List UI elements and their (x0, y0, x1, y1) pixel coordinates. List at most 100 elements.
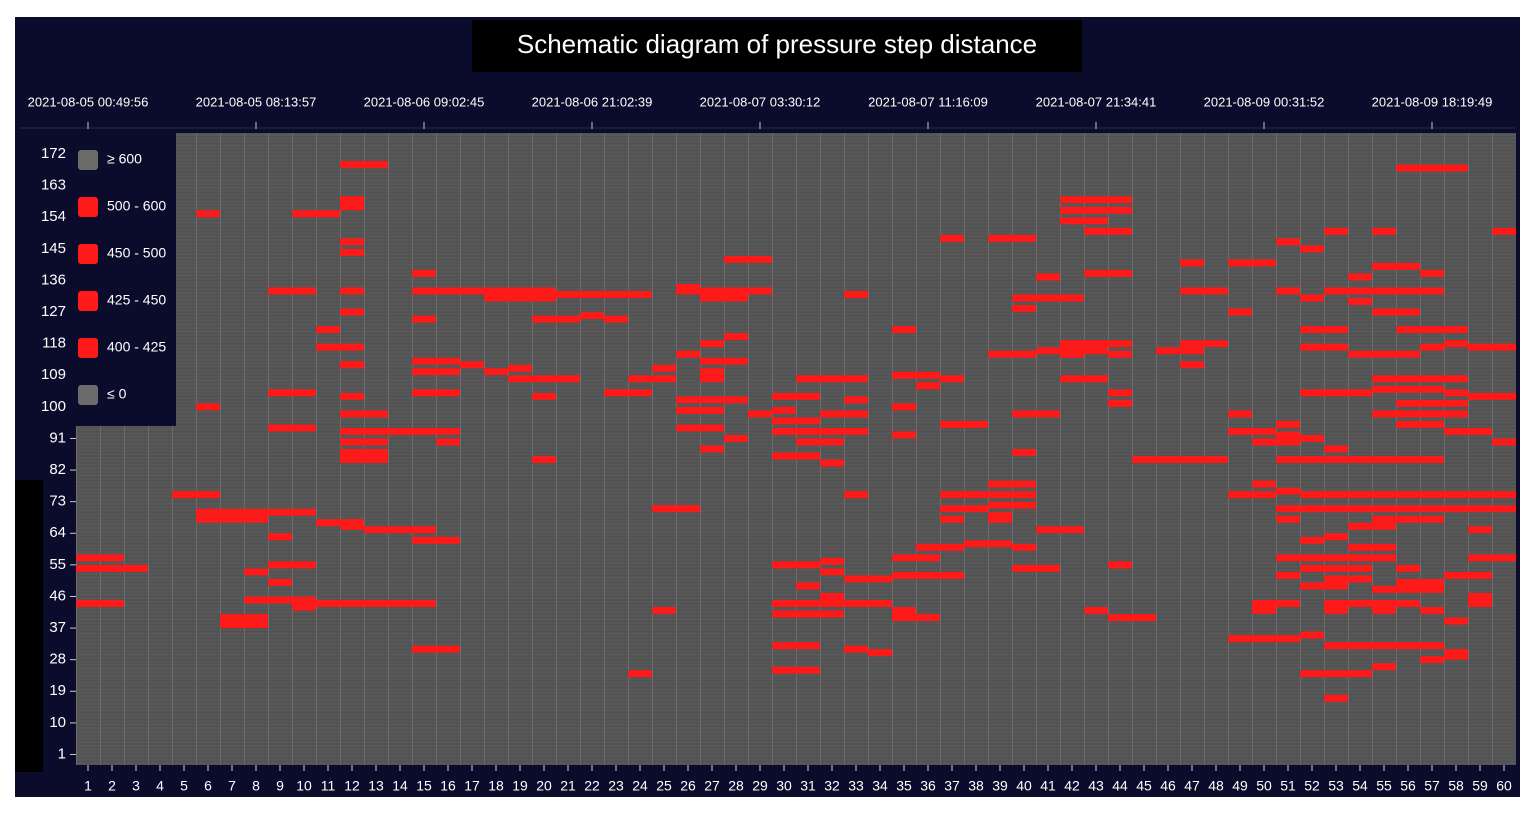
cell (1444, 652, 1468, 660)
cell (1324, 607, 1348, 615)
cell (1348, 642, 1372, 650)
cell (1276, 238, 1300, 246)
cell (1372, 554, 1396, 562)
cell (1132, 614, 1156, 622)
cell (1324, 505, 1348, 513)
cell (1420, 420, 1444, 428)
x-tick-label: 8 (252, 778, 260, 794)
cell (700, 424, 724, 432)
cell (1372, 456, 1396, 464)
cell (340, 456, 364, 464)
x-tick-label: 52 (1304, 778, 1320, 794)
y-tick-label: 10 (49, 714, 66, 731)
cell (1324, 343, 1348, 351)
cell (268, 596, 292, 604)
cell (1396, 262, 1420, 270)
cell (868, 575, 892, 583)
cell (532, 375, 556, 383)
cell (388, 427, 412, 435)
cell (436, 536, 460, 544)
cell (532, 315, 556, 323)
cell (724, 434, 748, 442)
cell (1060, 206, 1084, 214)
cell (1420, 385, 1444, 393)
cell (844, 375, 868, 383)
cell (436, 438, 460, 446)
x2-tick-label: 2021-08-07 03:30:12 (700, 94, 821, 109)
cell (1444, 617, 1468, 625)
cell (940, 571, 964, 579)
legend-swatch (78, 150, 98, 170)
cell (1468, 554, 1492, 562)
cell (1372, 262, 1396, 270)
x-tick-label: 36 (920, 778, 936, 794)
cell (1444, 410, 1468, 418)
cell (1276, 571, 1300, 579)
cell (1444, 427, 1468, 435)
cell (1468, 571, 1492, 579)
cell (1396, 287, 1420, 295)
cell (340, 522, 364, 530)
cell (652, 375, 676, 383)
cell (1420, 656, 1444, 664)
cell (340, 519, 364, 527)
cell (1276, 420, 1300, 428)
cell (1084, 607, 1108, 615)
cell (196, 491, 220, 499)
cell (1132, 456, 1156, 464)
cell (844, 645, 868, 653)
cell (364, 427, 388, 435)
x-tick-label: 23 (608, 778, 624, 794)
y-tick-label: 91 (49, 429, 66, 446)
cell (628, 670, 652, 678)
x-tick-label: 45 (1136, 778, 1152, 794)
cell (76, 599, 100, 607)
cell (364, 410, 388, 418)
cell (1108, 399, 1132, 407)
cell (796, 452, 820, 460)
cell (388, 599, 412, 607)
cell (1300, 631, 1324, 639)
cell (364, 161, 388, 169)
cell (1084, 217, 1108, 225)
cell (964, 540, 988, 548)
cell (844, 410, 868, 418)
y-tick-label: 73 (49, 493, 66, 510)
cell (316, 519, 340, 527)
cell (1348, 522, 1372, 530)
cell (1012, 305, 1036, 313)
cell (604, 291, 628, 299)
cell (916, 571, 940, 579)
cell (508, 364, 532, 372)
legend-swatch (78, 385, 98, 405)
cell (724, 357, 748, 365)
cell (1372, 308, 1396, 316)
cell (988, 512, 1012, 520)
x-tick-label: 57 (1424, 778, 1440, 794)
cell (988, 480, 1012, 488)
cell (604, 389, 628, 397)
cell (364, 449, 388, 457)
cell (436, 368, 460, 376)
cell (1420, 343, 1444, 351)
cell (1012, 410, 1036, 418)
x-tick-label: 38 (968, 778, 984, 794)
cell (916, 543, 940, 551)
cell (1444, 491, 1468, 499)
cell (988, 350, 1012, 358)
legend-label: 450 - 500 (107, 245, 166, 261)
x-tick-label: 42 (1064, 778, 1080, 794)
x-tick-label: 19 (512, 778, 528, 794)
x-tick-label: 16 (440, 778, 456, 794)
cell (1036, 347, 1060, 355)
cell (76, 564, 100, 572)
cell (844, 599, 868, 607)
x-tick-label: 59 (1472, 778, 1488, 794)
cell (220, 515, 244, 523)
cell (292, 596, 316, 604)
cell (1324, 287, 1348, 295)
cell (1300, 554, 1324, 562)
cell (1012, 491, 1036, 499)
cell (940, 375, 964, 383)
x-tick-label: 40 (1016, 778, 1032, 794)
